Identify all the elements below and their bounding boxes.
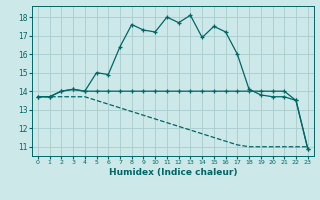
X-axis label: Humidex (Indice chaleur): Humidex (Indice chaleur) bbox=[108, 168, 237, 177]
